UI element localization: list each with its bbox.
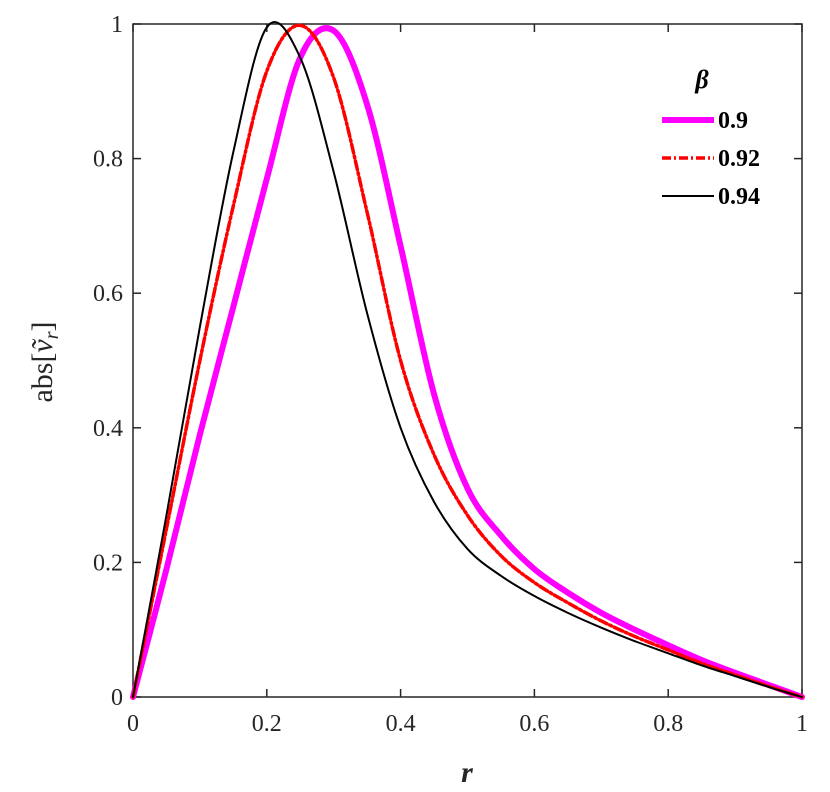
x-tick-label: 0.6 <box>519 711 549 737</box>
y-axis-label: abs[ṽr] <box>26 321 63 402</box>
x-axis-label: r <box>461 756 473 789</box>
legend: β 0.9 0.92 0.94 <box>662 65 760 210</box>
x-tick-label: 1 <box>796 711 808 737</box>
y-axis-label-variable: ṽ <box>26 338 59 353</box>
y-tick-label: 1 <box>111 12 123 38</box>
y-tick-label: 0.8 <box>93 147 123 173</box>
legend-title: β <box>694 65 709 94</box>
y-tick-label: 0.6 <box>93 281 123 307</box>
legend-label-0-92: 0.92 <box>718 146 760 172</box>
x-tick-label: 0.8 <box>653 711 683 737</box>
y-tick-label: 0.4 <box>93 416 123 442</box>
x-tick-label: 0.2 <box>252 711 282 737</box>
y-axis-label-suffix: ] <box>26 321 59 331</box>
plot-area-frame <box>132 23 803 698</box>
series-line-0-92 <box>131 23 804 699</box>
series-line-0-94 <box>132 21 803 698</box>
x-axis-tick-labels: 0 0.2 0.4 0.6 0.8 1 <box>127 711 808 737</box>
series-lines <box>130 21 805 700</box>
y-axis-tick-labels: 0 0.2 0.4 0.6 0.8 1 <box>93 12 123 711</box>
x-tick-label: 0.4 <box>386 711 416 737</box>
y-axis-label-subscript: r <box>41 331 63 339</box>
legend-label-0-9: 0.9 <box>718 108 748 134</box>
series-line-0-9 <box>130 25 805 700</box>
x-tick-label: 0 <box>127 711 139 737</box>
y-tick-label: 0.2 <box>93 550 123 576</box>
y-axis-label-prefix: abs[ <box>26 353 59 403</box>
legend-label-0-94: 0.94 <box>718 184 760 210</box>
y-tick-label: 0 <box>111 685 123 711</box>
